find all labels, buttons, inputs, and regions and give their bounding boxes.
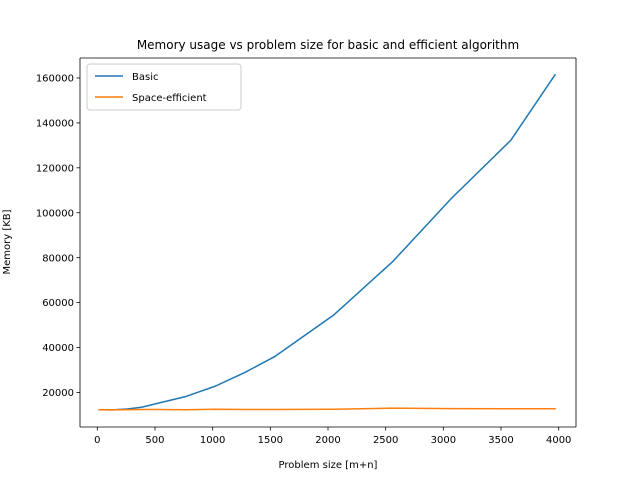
series-layer — [98, 73, 557, 411]
y-tick-label: 100000 — [36, 208, 74, 219]
y-tick-label: 20000 — [42, 388, 74, 399]
series-line-basic — [98, 73, 557, 411]
x-tick-label: 0 — [94, 435, 100, 446]
x-tick-label: 4000 — [546, 435, 571, 446]
x-tick-label: 3500 — [488, 435, 513, 446]
x-tick-label: 500 — [145, 435, 164, 446]
plot-area — [80, 58, 576, 427]
y-tick-label: 40000 — [42, 343, 74, 354]
x-tick-label: 3000 — [431, 435, 456, 446]
legend-box — [86, 63, 242, 111]
legend: Basic Space-efficient — [86, 63, 242, 111]
legend-label-basic: Basic — [132, 72, 158, 83]
y-tick-label: 60000 — [42, 298, 74, 309]
x-axis-label: Problem size [m+n] — [279, 460, 378, 471]
x-tick-label: 1500 — [258, 435, 283, 446]
series-line-space-efficient — [98, 407, 556, 411]
x-tick-label: 2500 — [373, 435, 398, 446]
y-tick-label: 140000 — [36, 119, 74, 130]
y-axis-label: Memory [KB] — [2, 209, 13, 274]
y-axis-ticks: 20000 40000 60000 80000 100000 120000 140000 16… — [36, 74, 80, 399]
x-tick-label: 2000 — [315, 435, 340, 446]
legend-label-space-efficient: Space-efficient — [132, 93, 207, 104]
x-axis-ticks: 0 500 1000 1500 2000 2500 3000 3500 4000 — [94, 427, 571, 446]
x-tick-label: 1000 — [200, 435, 225, 446]
y-tick-label: 80000 — [42, 253, 74, 264]
y-tick-label: 160000 — [36, 74, 74, 85]
y-tick-label: 120000 — [36, 163, 74, 174]
chart-title: Memory usage vs problem size for basic a… — [137, 38, 519, 52]
